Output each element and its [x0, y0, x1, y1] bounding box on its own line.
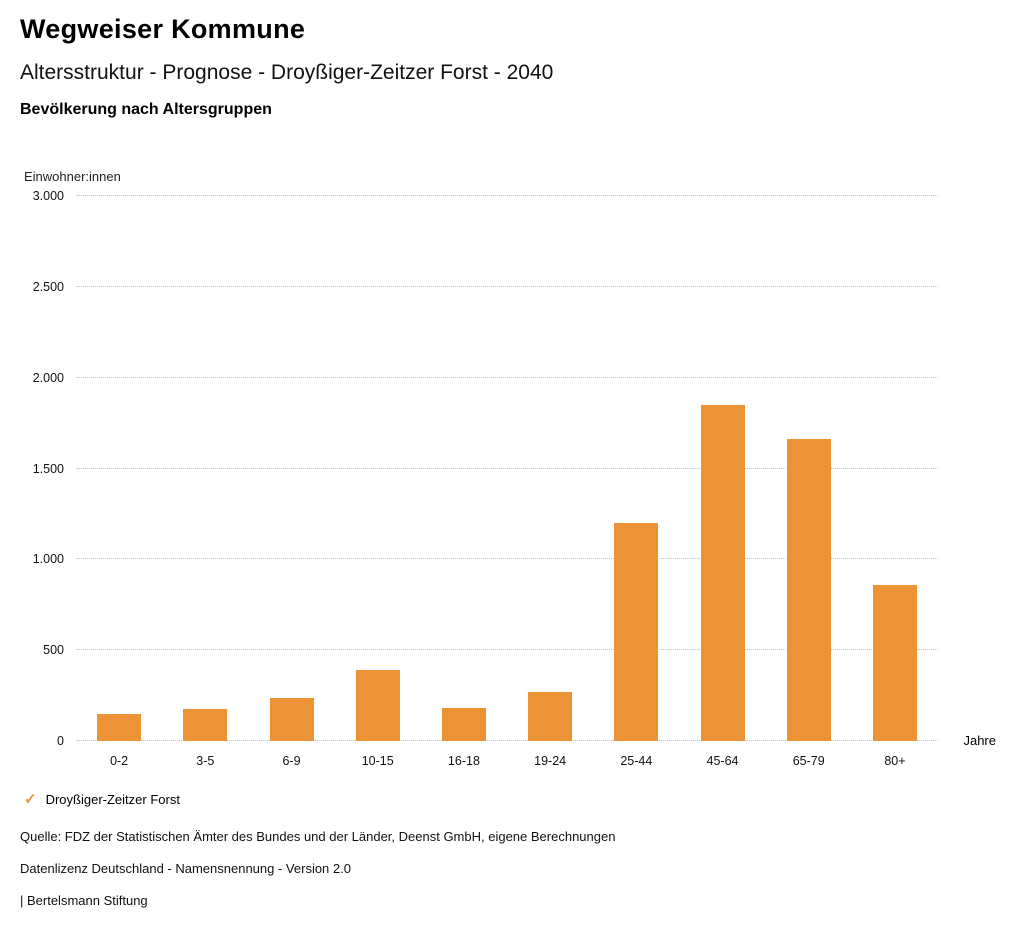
y-axis-title: Einwohner:innen [24, 169, 121, 184]
gridline [76, 467, 938, 469]
x-tick-label: 16-18 [447, 754, 480, 768]
bar-16-18[interactable] [441, 708, 486, 741]
bar-45-64[interactable] [700, 404, 745, 741]
bar-3-5[interactable] [183, 709, 228, 741]
x-axis-labels: 0-2 3-5 6-9 10-15 16-18 19-24 25-44 45-64 65-79 8… [76, 741, 938, 768]
x-tick-label: 65-79 [792, 754, 825, 768]
bar-10-15[interactable] [355, 670, 400, 741]
plot-row: 0 500 1.000 1.500 2.000 2.500 3.000 Jahre [20, 189, 1004, 748]
y-tick-label: 500 [43, 643, 64, 658]
x-axis-title: Jahre [963, 733, 996, 748]
plot-area: Jahre [76, 195, 996, 748]
bar-25-44[interactable] [614, 523, 659, 741]
gridline [76, 740, 938, 741]
bar-19-24[interactable] [528, 691, 573, 741]
bar-cell [766, 196, 852, 741]
bar-cell [248, 196, 334, 741]
bar-cell [852, 196, 938, 741]
x-tick-label: 6-9 [282, 754, 301, 768]
x-tick-label: 10-15 [361, 754, 394, 768]
bar-chart: Einwohner:innen 0 500 1.000 1.500 2.000 2.500… [20, 169, 1004, 768]
bar-65-79[interactable] [786, 439, 831, 741]
attribution-text: | Bertelsmann Stiftung [20, 893, 148, 908]
gridline [76, 558, 938, 560]
legend-item[interactable]: ✓ Droyßiger-Zeitzer Forst [24, 792, 1004, 807]
gridline [76, 195, 938, 196]
x-tick-label: 19-24 [534, 754, 567, 768]
x-tick-label: 0-2 [110, 754, 129, 768]
x-tick-label: 25-44 [620, 754, 653, 768]
x-tick-label: 80+ [884, 754, 906, 768]
check-icon: ✓ [24, 791, 37, 808]
bar-cell [162, 196, 248, 741]
bar-0-2[interactable] [97, 713, 142, 741]
y-axis-labels: 0 500 1.000 1.500 2.000 2.500 3.000 [20, 189, 76, 748]
bars-container [76, 196, 938, 741]
y-tick-label: 2.000 [32, 370, 64, 385]
license-text: Datenlizenz Deutschland - Namensnennung … [20, 861, 351, 876]
gridline [76, 285, 938, 287]
bar-80+[interactable] [872, 584, 917, 741]
source-text: Quelle: FDZ der Statistischen Ämter des … [20, 829, 616, 844]
y-tick-label: 0 [57, 734, 64, 748]
bar-6-9[interactable] [269, 698, 314, 741]
x-tick-label: 3-5 [196, 754, 215, 768]
bar-cell [679, 196, 765, 741]
bar-cell [335, 196, 421, 741]
gridline [76, 649, 938, 651]
gridline [76, 376, 938, 378]
y-tick-label: 1.000 [32, 552, 64, 567]
y-tick-label: 1.500 [32, 461, 64, 476]
page: Wegweiser Kommune Altersstruktur - Progn… [20, 14, 1004, 908]
y-tick-label: 2.500 [32, 279, 64, 294]
x-tick-label: 45-64 [706, 754, 739, 768]
chart-title: Bevölkerung nach Altersgruppen [20, 101, 272, 118]
bar-cell [593, 196, 679, 741]
y-tick-label: 3.000 [32, 189, 64, 203]
bar-cell [507, 196, 593, 741]
page-title: Altersstruktur - Prognose - Droyßiger-Ze… [20, 61, 554, 84]
bar-cell [421, 196, 507, 741]
legend-label: Droyßiger-Zeitzer Forst [45, 792, 180, 807]
app-title: Wegweiser Kommune [20, 14, 306, 44]
footer: Quelle: FDZ der Statistischen Ämter des … [20, 829, 1004, 908]
bar-cell [76, 196, 162, 741]
